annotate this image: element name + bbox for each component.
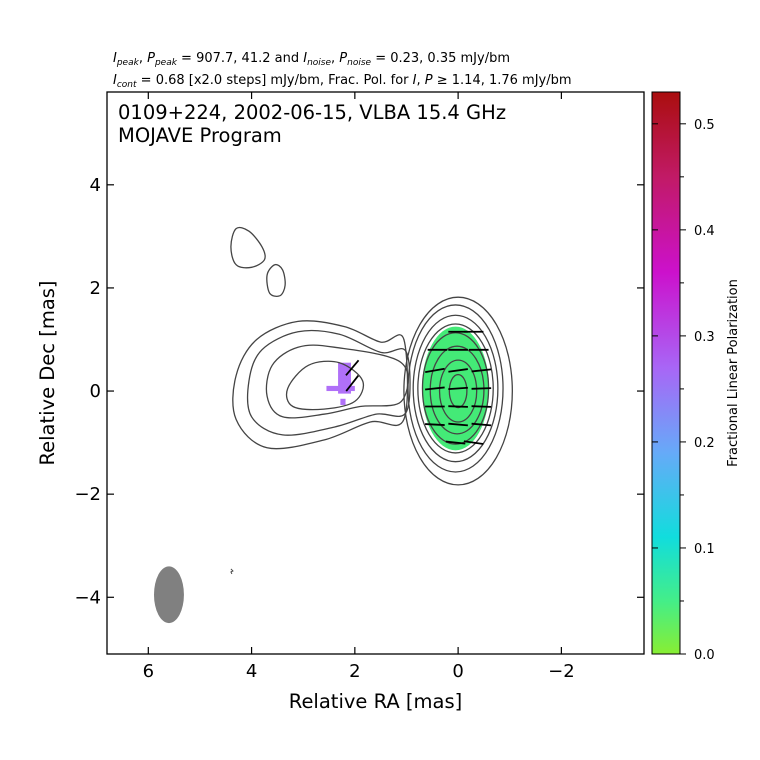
colorbar-tick-label: 0.0 [694, 648, 715, 663]
x-tick-label: 2 [349, 661, 360, 682]
plot-content [153, 226, 513, 624]
chart-subtitle: MOJAVE Program [118, 124, 282, 147]
x-tick-label: 4 [246, 661, 257, 682]
x-tick-label: 6 [143, 661, 154, 682]
header-line-1: Ipeak, Ppeak = 907.7, 41.2 and Inoise, P… [113, 51, 510, 68]
evpa-vector [471, 368, 492, 373]
evpa-vector [448, 386, 468, 391]
jet-contour [265, 344, 409, 419]
colorbar-tick-label: 0.3 [694, 330, 715, 345]
evpa-vector [448, 368, 468, 373]
evpa-vector [345, 375, 360, 392]
plot-frame [106, 91, 645, 655]
x-tick-label: −2 [548, 661, 575, 682]
evpa-vector [345, 359, 360, 376]
x-tick-label: 0 [452, 661, 463, 682]
evpa-vector [425, 423, 445, 426]
plot-background [107, 92, 644, 654]
jet-contour [246, 329, 411, 436]
colorbar-tick-label: 0.1 [694, 542, 715, 557]
y-tick-label: −2 [74, 484, 101, 505]
core-contour [403, 296, 513, 486]
noise-artifact [230, 568, 234, 575]
core-contour [438, 359, 478, 423]
colorbar: 0.0 0.1 0.2 0.3 0.4 0.5 Fractional Linear Pol… [651, 91, 741, 663]
y-tick-label: 4 [90, 175, 101, 196]
evpa-vector [471, 405, 492, 408]
colorbar-frame [651, 91, 681, 655]
colorbar-tick-label: 0.4 [694, 224, 715, 239]
evpa-vector [425, 367, 445, 374]
y-tick-label: 0 [90, 381, 101, 402]
colorbar-gradient [652, 92, 680, 654]
polarization-pixels [326, 385, 355, 392]
y-axis-label: Relative Dec [mas] [36, 280, 59, 465]
evpa-vector [471, 422, 492, 427]
jet-contour [232, 320, 409, 450]
colorbar-label: Fractional Linear Polarization [726, 279, 741, 467]
evpa-vector [448, 422, 468, 427]
colorbar-tick-label: 0.2 [694, 436, 715, 451]
isolated-contour [266, 263, 286, 297]
core-contour [412, 314, 499, 463]
y-tick-label: −4 [74, 587, 101, 608]
polarization-pixels [340, 398, 346, 405]
isolated-contour [230, 226, 266, 269]
evpa-vector [463, 440, 484, 445]
plot-area: 6 4 2 0 −2 4 2 0 −2 −4 0109+224, 2002-06-15, VLBA… [74, 91, 645, 682]
core-contour [429, 345, 485, 435]
beam-ellipse [153, 566, 184, 624]
core-contour [417, 323, 494, 454]
chart-title: 0109+224, 2002-06-15, VLBA 15.4 GHz [118, 101, 506, 124]
y-tick-label: 2 [90, 278, 101, 299]
evpa-vector [425, 386, 445, 391]
polarization-region-knot [326, 362, 355, 405]
colorbar-tick-label: 0.5 [694, 118, 715, 133]
evpa-vector [448, 405, 468, 408]
evpa-vector [471, 387, 492, 390]
axis-ticks: 6 4 2 0 −2 4 2 0 −2 −4 [74, 92, 644, 682]
x-axis-label: Relative RA [mas] [289, 690, 462, 713]
evpa-vector [445, 440, 466, 445]
header-line-2: Icont = 0.68 [x2.0 steps] mJy/bm, Frac. … [113, 73, 572, 90]
header-i-peak: I [113, 51, 117, 66]
jet-contour [285, 360, 365, 411]
core-contour [448, 373, 468, 409]
